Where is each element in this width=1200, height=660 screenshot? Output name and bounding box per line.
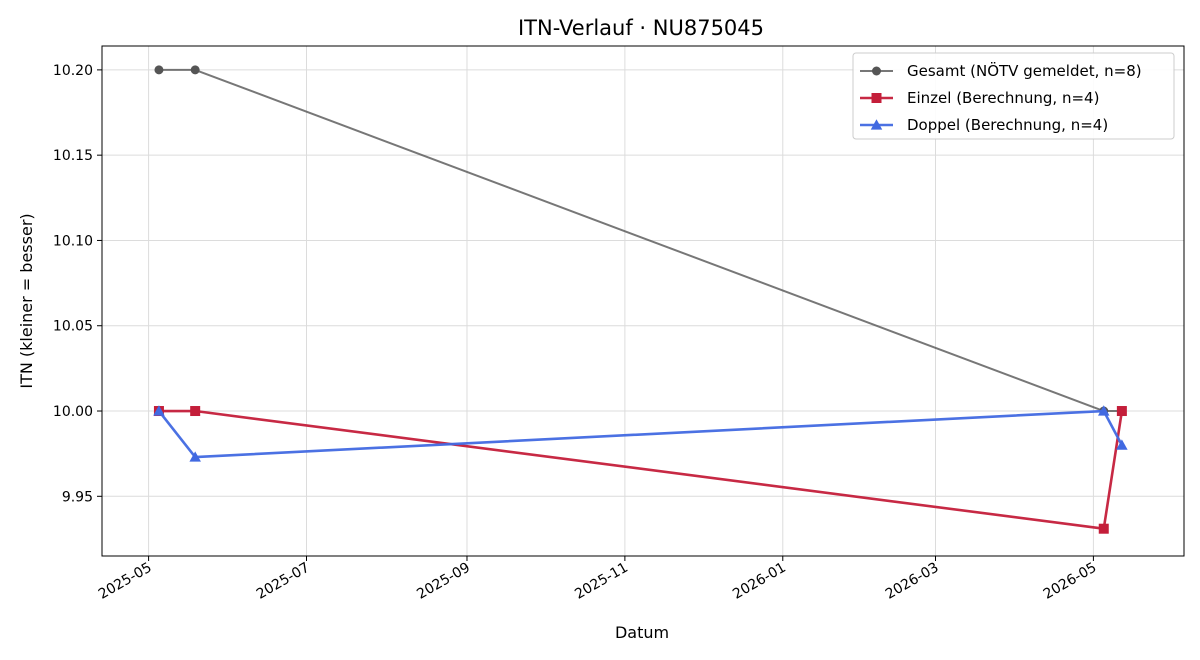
x-tick-label: 2025-11 (572, 560, 631, 603)
legend-box (852, 52, 1175, 140)
y-axis: 9.95 10.00 10.05 10.10 10.15 10.20 (53, 63, 102, 505)
series-line (158, 409, 1124, 531)
legend-label: Doppel (Berechnung, n=4) (907, 116, 1108, 134)
series-line (158, 68, 1122, 413)
data-point (1098, 523, 1109, 534)
legend-label: Gesamt (NÖTV gemeldet, n=8) (907, 61, 1142, 80)
data-point (1116, 439, 1128, 450)
series-layer (153, 65, 1128, 534)
data-point (1098, 405, 1110, 416)
data-point (190, 406, 201, 417)
y-tick-label: 10.20 (53, 63, 93, 79)
y-tick-label: 9.95 (62, 489, 93, 505)
x-tick-label: 2026-01 (730, 560, 789, 603)
data-point (154, 65, 164, 75)
y-tick-label: 10.05 (53, 319, 93, 335)
y-tick-label: 10.00 (53, 404, 93, 420)
x-tick-label: 2026-05 (1041, 560, 1100, 603)
x-axis: 2025-05 2025-07 2025-09 2025-11 2026-01 2026-… (96, 556, 1099, 603)
data-point (153, 405, 165, 416)
legend-label: Einzel (Berechnung, n=4) (907, 89, 1099, 107)
legend: Gesamt (NÖTV gemeldet, n=8) Einzel (Berec… (852, 52, 1175, 140)
legend-marker (870, 119, 883, 130)
data-point (190, 65, 200, 75)
series-3 (153, 405, 1128, 462)
series-2 (153, 406, 1127, 534)
legend-marker (872, 66, 881, 76)
x-tick-label: 2025-05 (96, 560, 155, 603)
x-axis-title: Datum (615, 623, 669, 642)
legend-marker (871, 93, 882, 103)
y-tick-label: 10.10 (53, 233, 93, 249)
x-tick-label: 2026-03 (883, 560, 942, 603)
data-point (1116, 406, 1127, 417)
x-tick-label: 2025-09 (414, 560, 473, 603)
y-axis-title: ITN (kleiner = besser) (17, 213, 36, 388)
plot-area (101, 45, 1185, 557)
data-point (189, 451, 201, 462)
x-tick-label: 2025-07 (254, 560, 313, 603)
y-tick-label: 10.15 (53, 148, 93, 164)
series-line (157, 409, 1124, 459)
chart-title: ITN-Verlauf · NU875045 (518, 16, 764, 40)
